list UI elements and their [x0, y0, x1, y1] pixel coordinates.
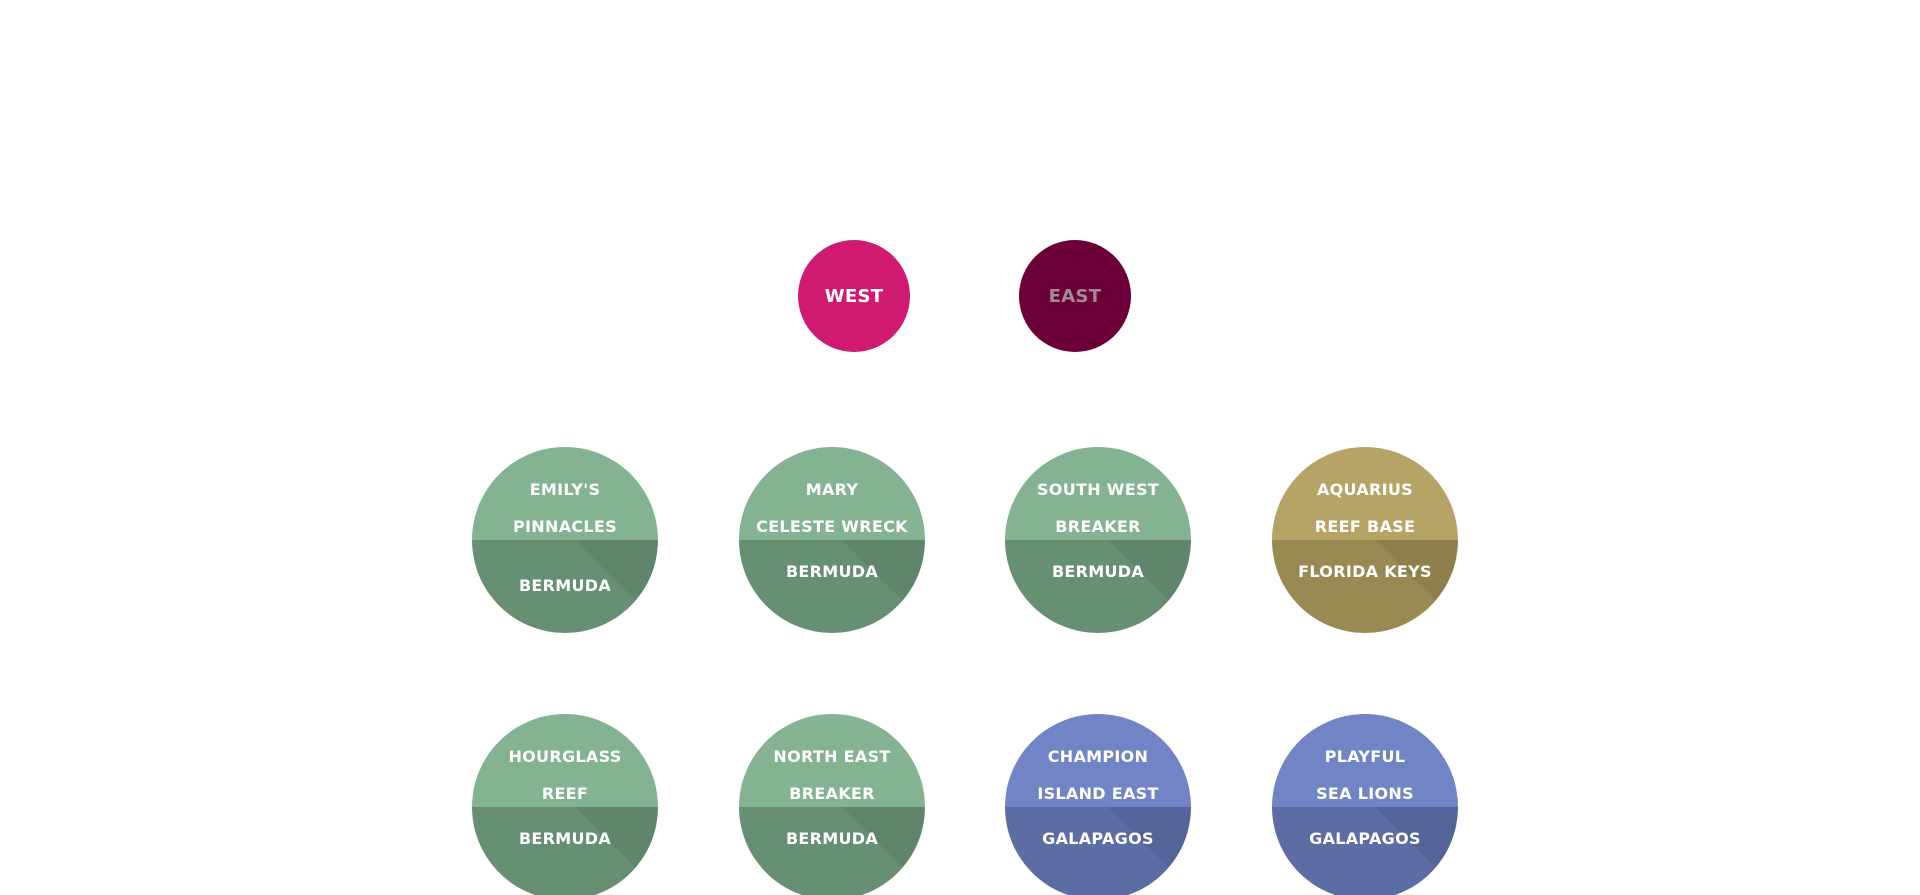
- site-name-line2: PINNACLES: [513, 516, 617, 536]
- site-card-top: EMILY'S PINNACLES: [472, 447, 658, 540]
- site-name-line2: CELESTE WRECK: [756, 516, 908, 536]
- site-card-bottom: GALAPAGOS: [1005, 807, 1191, 895]
- site-card-top: MARY CELESTE WRECK: [739, 447, 925, 540]
- long-shadow: [832, 807, 925, 895]
- long-shadow: [1098, 807, 1191, 895]
- site-card-champion-island-east[interactable]: CHAMPION ISLAND EAST GALAPAGOS: [1005, 714, 1191, 895]
- site-card-bottom: BERMUDA: [472, 540, 658, 633]
- site-card-bottom: BERMUDA: [472, 807, 658, 895]
- site-name-line2: REEF: [541, 783, 589, 803]
- site-card-top: CHAMPION ISLAND EAST: [1005, 714, 1191, 807]
- site-name-line1: NORTH EAST: [773, 746, 891, 766]
- site-card-top: SOUTH WEST BREAKER: [1005, 447, 1191, 540]
- site-name-line1: AQUARIUS: [1316, 479, 1414, 499]
- site-card-playful-sea-lions[interactable]: PLAYFUL SEA LIONS GALAPAGOS: [1272, 714, 1458, 895]
- site-card-hourglass-reef[interactable]: HOURGLASS REEF BERMUDA: [472, 714, 658, 895]
- site-name-line1: HOURGLASS: [508, 746, 622, 766]
- site-card-aquarius-reef-base[interactable]: AQUARIUS REEF BASE FLORIDA KEYS: [1272, 447, 1458, 633]
- filter-east-label: EAST: [1048, 285, 1102, 307]
- site-name-line1: SOUTH WEST: [1036, 479, 1159, 499]
- site-name-line2: BREAKER: [1055, 516, 1141, 536]
- site-card-bottom: BERMUDA: [1005, 540, 1191, 633]
- site-name-line2: ISLAND EAST: [1037, 783, 1159, 803]
- site-card-north-east-breaker[interactable]: NORTH EAST BREAKER BERMUDA: [739, 714, 925, 895]
- site-name-line1: PLAYFUL: [1324, 746, 1406, 766]
- long-shadow: [1365, 540, 1458, 633]
- site-region: BERMUDA: [518, 829, 612, 848]
- filter-west-label: WEST: [824, 285, 884, 307]
- site-card-bottom: BERMUDA: [739, 540, 925, 633]
- filter-east-button[interactable]: EAST: [1019, 240, 1131, 352]
- site-name-line1: EMILY'S: [529, 479, 601, 499]
- long-shadow: [565, 807, 658, 895]
- long-shadow: [1098, 540, 1191, 633]
- site-name-line1: MARY: [805, 479, 859, 499]
- site-card-south-west-breaker[interactable]: SOUTH WEST BREAKER BERMUDA: [1005, 447, 1191, 633]
- site-card-top: AQUARIUS REEF BASE: [1272, 447, 1458, 540]
- site-card-bottom: FLORIDA KEYS: [1272, 540, 1458, 633]
- site-region: BERMUDA: [785, 829, 879, 848]
- site-region: GALAPAGOS: [1309, 829, 1421, 848]
- site-region: BERMUDA: [1051, 562, 1145, 581]
- site-region: BERMUDA: [518, 576, 612, 595]
- site-card-top: PLAYFUL SEA LIONS: [1272, 714, 1458, 807]
- site-card-mary-celeste-wreck[interactable]: MARY CELESTE WRECK BERMUDA: [739, 447, 925, 633]
- site-card-top: HOURGLASS REEF: [472, 714, 658, 807]
- long-shadow: [1365, 807, 1458, 895]
- site-card-bottom: BERMUDA: [739, 807, 925, 895]
- site-card-top: NORTH EAST BREAKER: [739, 714, 925, 807]
- site-name-line1: CHAMPION: [1047, 746, 1149, 766]
- filter-west-button[interactable]: WEST: [798, 240, 910, 352]
- site-card-emilys-pinnacles[interactable]: EMILY'S PINNACLES BERMUDA: [472, 447, 658, 633]
- long-shadow: [832, 540, 925, 633]
- site-region: BERMUDA: [785, 562, 879, 581]
- site-region: GALAPAGOS: [1042, 829, 1154, 848]
- site-region: FLORIDA KEYS: [1298, 562, 1432, 581]
- site-name-line2: REEF BASE: [1314, 516, 1416, 536]
- site-card-bottom: GALAPAGOS: [1272, 807, 1458, 895]
- site-name-line2: SEA LIONS: [1316, 783, 1414, 803]
- site-name-line2: BREAKER: [789, 783, 875, 803]
